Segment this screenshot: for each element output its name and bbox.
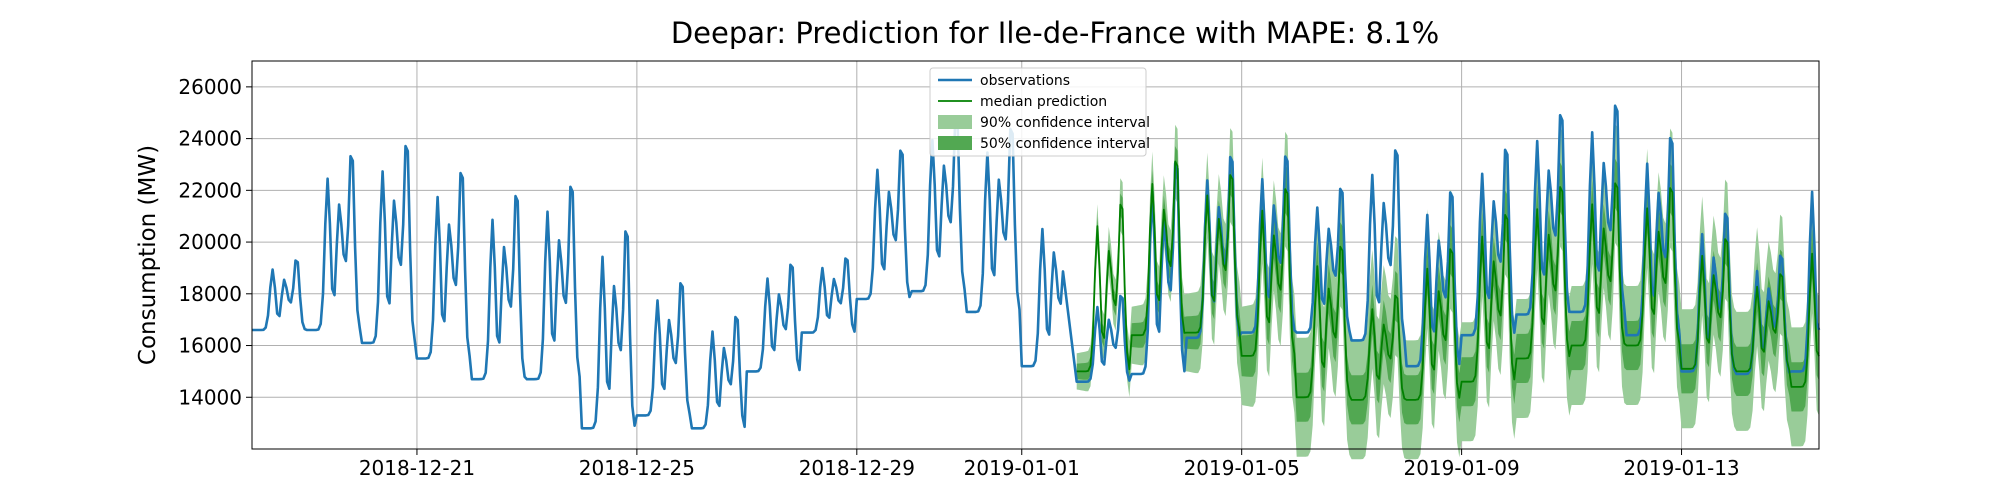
x-tick-label: 2019-01-05	[1184, 456, 1300, 480]
x-tick-label: 2019-01-01	[964, 456, 1080, 480]
x-tick-label: 2018-12-29	[799, 456, 915, 480]
median-prediction-line	[1076, 160, 1820, 401]
legend-label: 50% confidence interval	[980, 136, 1150, 152]
x-tick-label: 2018-12-25	[579, 456, 695, 480]
x-tick-label: 2019-01-09	[1403, 456, 1519, 480]
plot-frame	[251, 60, 1820, 450]
observations-layer	[252, 104, 1821, 430]
median-prediction-layer	[1076, 160, 1820, 401]
y-tick-label: 20000	[178, 230, 242, 254]
y-tick-label: 22000	[178, 178, 242, 202]
y-tick-label: 14000	[178, 385, 242, 409]
y-tick-label: 26000	[178, 75, 242, 99]
legend-box	[929, 67, 1147, 157]
x-axis-ticks: 2018-12-21 2018-12-25 2018-12-29 2019-01-01…	[359, 449, 1740, 480]
y-tick-label: 24000	[178, 127, 242, 151]
x-tick-label: 2019-01-13	[1623, 456, 1739, 480]
chart-title: Deepar: Prediction for Ile-de-France wit…	[671, 16, 1439, 50]
legend-swatch	[938, 136, 972, 150]
legend-label: 90% confidence interval	[980, 115, 1150, 131]
y-axis-title: Consumption (MW)	[135, 145, 161, 365]
legend-swatch	[938, 115, 972, 129]
y-axis-ticks: 14000 16000 18000 20000 22000 24000 26000	[178, 75, 252, 409]
y-tick-label: 16000	[178, 334, 242, 358]
observations-line	[252, 104, 1821, 430]
legend-label: median prediction	[980, 94, 1107, 110]
y-tick-label: 18000	[178, 282, 242, 306]
legend-label: observations	[980, 73, 1070, 89]
legend: observations median prediction 90% confide…	[929, 67, 1150, 157]
x-tick-label: 2018-12-21	[359, 456, 475, 480]
